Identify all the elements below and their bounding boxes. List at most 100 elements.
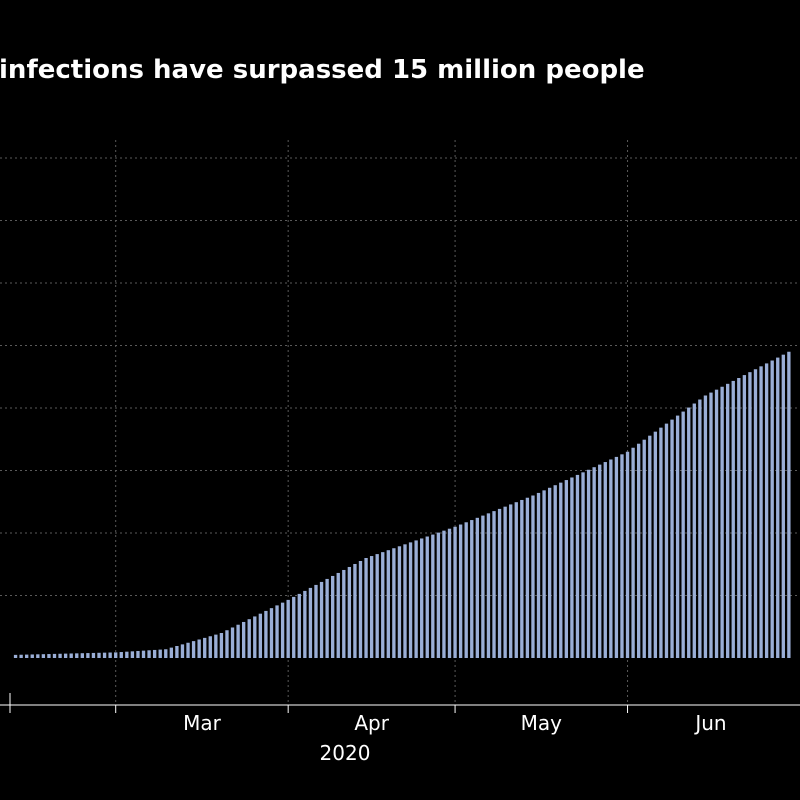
bar: [97, 652, 101, 658]
bar: [158, 649, 162, 658]
bar: [425, 536, 429, 658]
bar: [564, 480, 569, 658]
bar: [603, 462, 607, 658]
bar: [770, 360, 774, 658]
chart-bars: [13, 351, 791, 658]
bar: [353, 563, 357, 658]
bar: [642, 439, 646, 658]
bar: [648, 435, 652, 658]
bar: [625, 451, 630, 658]
bar: [776, 357, 780, 658]
bar: [536, 492, 541, 658]
bar: [280, 602, 285, 658]
bar: [481, 515, 485, 658]
bar: [709, 392, 713, 658]
chart-subtitle: .9 infections have surpassed 15 million …: [0, 55, 645, 85]
bar: [175, 646, 179, 658]
bar: [592, 467, 596, 658]
bar: [547, 487, 552, 658]
bar: [125, 651, 129, 658]
bar: [781, 354, 785, 658]
bar: [542, 490, 546, 658]
bar: [403, 544, 407, 658]
bar: [442, 530, 446, 658]
bar: [147, 650, 151, 658]
bar: [698, 399, 702, 658]
bar: [331, 575, 335, 658]
bar: [431, 534, 435, 658]
bar: [475, 517, 479, 658]
bar: [303, 590, 307, 658]
bar: [241, 621, 246, 658]
bar: [230, 627, 235, 658]
bar: [575, 474, 580, 658]
bar: [369, 556, 374, 658]
bar: [19, 654, 23, 658]
bar: [164, 649, 168, 658]
bar: [36, 654, 40, 658]
bar: [470, 520, 474, 658]
bar: [258, 613, 263, 658]
bar: [41, 654, 46, 658]
bar: [692, 403, 696, 658]
bar: [447, 528, 452, 658]
bar: [759, 366, 763, 658]
bar: [236, 624, 240, 658]
bar: [141, 650, 146, 658]
bar: [787, 351, 791, 658]
bar: [509, 504, 513, 658]
bar: [581, 472, 585, 658]
bar: [737, 378, 741, 658]
bar: [553, 485, 557, 658]
bar: [319, 581, 324, 658]
bar: [63, 653, 68, 658]
chart-axes: [0, 693, 800, 713]
bar: [497, 508, 502, 658]
bar: [325, 578, 329, 658]
bar: [492, 511, 496, 658]
bar: [152, 649, 157, 658]
bar: [453, 526, 457, 658]
bar: [520, 499, 524, 658]
chart-tick-labels: Mar Apr May Jun: [183, 711, 727, 735]
bar: [180, 644, 185, 658]
bar: [275, 605, 279, 658]
bar: [114, 652, 118, 658]
bar: [286, 599, 290, 658]
bar: [531, 495, 535, 658]
bar: [386, 550, 390, 658]
bar: [225, 630, 229, 658]
x-tick-label: Jun: [693, 711, 726, 735]
bar: [598, 464, 602, 658]
bar: [381, 552, 385, 658]
bar: [58, 653, 62, 658]
bar: [681, 411, 685, 658]
bar: [503, 506, 507, 658]
bar: [742, 375, 747, 658]
bar: [414, 540, 418, 658]
bar: [358, 560, 363, 658]
bar: [731, 380, 735, 658]
bar: [703, 395, 708, 658]
bar: [208, 636, 212, 658]
bar: [620, 454, 624, 658]
x-tick-label: May: [521, 711, 563, 735]
bar: [436, 532, 441, 658]
bar: [397, 546, 402, 658]
bar: [203, 637, 207, 658]
bar: [720, 386, 724, 658]
bar: [458, 524, 463, 658]
bar: [247, 619, 251, 658]
bar: [269, 608, 274, 658]
bar: [375, 554, 379, 658]
bar: [614, 456, 619, 658]
bar: [408, 542, 413, 658]
bar: [586, 469, 591, 658]
bar: [764, 363, 769, 658]
bar: [342, 569, 346, 658]
bar: [726, 383, 730, 658]
bar: [486, 513, 491, 658]
bar: [119, 652, 123, 658]
x-tick-label: Mar: [183, 711, 222, 735]
